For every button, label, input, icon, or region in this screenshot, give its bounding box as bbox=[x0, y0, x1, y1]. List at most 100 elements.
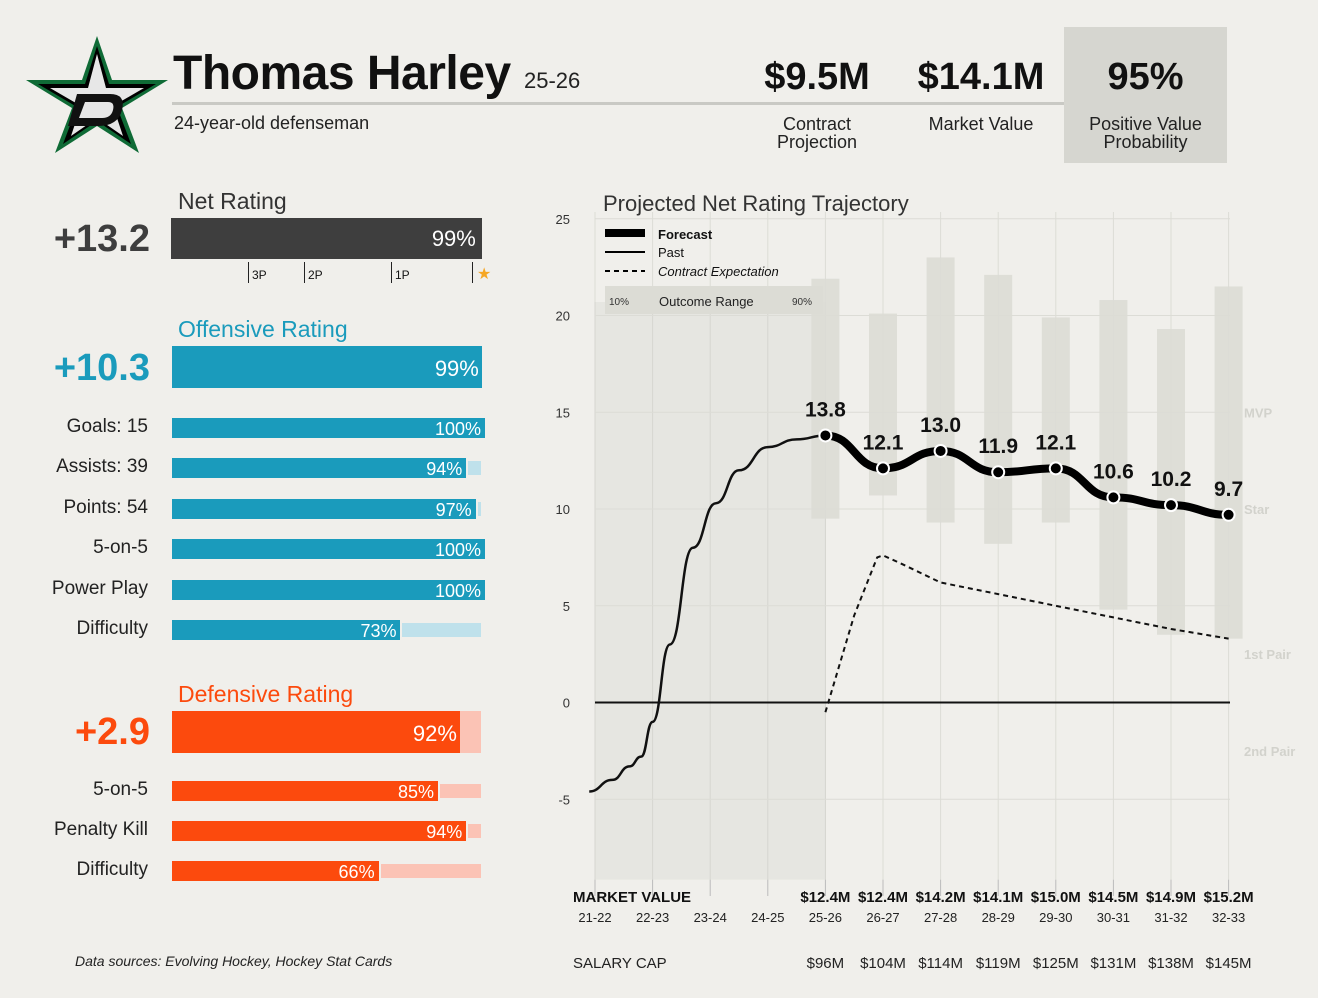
forecast-point bbox=[1221, 507, 1236, 522]
tier-label: 2nd Pair bbox=[1244, 744, 1295, 759]
forecast-data-label: 12.1 bbox=[863, 431, 904, 454]
forecast-point bbox=[1048, 461, 1063, 476]
legend-forecast-label: Forecast bbox=[658, 227, 713, 242]
season-label: 25-26 bbox=[524, 68, 581, 93]
x-tick-label: 22-23 bbox=[636, 910, 669, 925]
contract-projection-label: Contract Projection bbox=[776, 114, 858, 152]
outcome-range-bar bbox=[984, 274, 1013, 544]
defensive-row-label: 5-on-5 bbox=[93, 779, 148, 800]
header-divider bbox=[172, 102, 1065, 105]
net-rating-percentile: 99% bbox=[431, 226, 476, 251]
offensive-rating-value: +10.3 bbox=[53, 347, 150, 389]
forecast-point bbox=[1164, 498, 1178, 513]
team-logo bbox=[22, 32, 172, 158]
salary-cap-label: $138M bbox=[1148, 955, 1194, 972]
outcome-range-bar bbox=[926, 257, 955, 523]
defensive-row-percentile: 66% bbox=[338, 862, 375, 882]
x-tick-label: 21-22 bbox=[578, 910, 611, 925]
player-description: 24-year-old defenseman bbox=[174, 113, 370, 133]
salary-cap-label: $114M bbox=[918, 955, 963, 972]
tier-label-3p: 3P bbox=[252, 268, 267, 282]
outcome-range-bar bbox=[1157, 329, 1185, 635]
salary-cap-label: $145M bbox=[1206, 955, 1252, 972]
offensive-row-percentile: 100% bbox=[434, 580, 481, 601]
tier-label: Star bbox=[1244, 502, 1269, 517]
defensive-row-track bbox=[440, 784, 481, 798]
offensive-row-fill bbox=[172, 458, 467, 479]
x-tick-label: 25-26 bbox=[809, 910, 842, 925]
market-value-value: $14.1M bbox=[917, 56, 1045, 98]
positive-value-probability-value: 95% bbox=[1107, 56, 1184, 98]
x-tick-label: 29-30 bbox=[1039, 910, 1072, 925]
defensive-row-label: Penalty Kill bbox=[54, 819, 148, 840]
market-value-label: Market Value bbox=[928, 114, 1034, 134]
forecast-point bbox=[1106, 490, 1121, 505]
y-tick-label: 25 bbox=[556, 212, 570, 227]
offensive-row-label: Difficulty bbox=[76, 618, 148, 639]
net-rating-bar: 99% bbox=[171, 218, 485, 259]
market-value-label: $14.2M bbox=[916, 889, 966, 906]
net-rating-title: Net Rating bbox=[178, 188, 287, 214]
x-tick-label: 26-27 bbox=[866, 910, 899, 925]
data-sources: Data sources: Evolving Hockey, Hockey St… bbox=[75, 953, 393, 969]
legend-range-swatch bbox=[605, 286, 823, 314]
forecast-point bbox=[818, 428, 833, 443]
salary-cap-label: $119M bbox=[976, 955, 1021, 972]
x-tick-label: 31-32 bbox=[1154, 910, 1187, 925]
defensive-row-fill bbox=[172, 861, 379, 881]
defensive-rating-title: Defensive Rating bbox=[178, 681, 354, 707]
salary-cap-label: $125M bbox=[1033, 955, 1079, 972]
forecast-data-label: 12.1 bbox=[1035, 431, 1076, 454]
defensive-rating-bar: 92% bbox=[172, 711, 485, 753]
chart-title: Projected Net Rating Trajectory bbox=[603, 191, 909, 216]
y-tick-label: 5 bbox=[563, 599, 570, 614]
offensive-row-percentile: 100% bbox=[434, 540, 481, 561]
offensive-row-label: Goals: 15 bbox=[66, 416, 148, 437]
legend-forecast-swatch bbox=[605, 229, 645, 237]
x-tick-label: 27-28 bbox=[924, 910, 957, 925]
offensive-row-track bbox=[402, 623, 481, 637]
x-tick-label: 24-25 bbox=[751, 910, 784, 925]
salary-cap-label: $131M bbox=[1090, 955, 1136, 972]
outcome-range-bar bbox=[811, 278, 840, 519]
positive-value-probability-label: Positive Value Probability bbox=[1089, 114, 1202, 152]
market-value-label: $14.5M bbox=[1088, 889, 1138, 906]
defensive-row-percentile: 85% bbox=[398, 782, 435, 802]
outcome-range-bar bbox=[1041, 317, 1070, 523]
forecast-data-label: 11.9 bbox=[978, 435, 1018, 458]
market-value-label: $15.0M bbox=[1031, 889, 1081, 906]
legend-range-label: Outcome Range bbox=[659, 294, 754, 309]
offensive-row-percentile: 97% bbox=[435, 499, 472, 520]
forecast-data-label: 13.0 bbox=[920, 414, 961, 437]
defensive-rating-value: +2.9 bbox=[74, 711, 150, 753]
past-line bbox=[589, 434, 826, 793]
tier-tick-3p bbox=[248, 262, 249, 283]
x-tick-label: 28-29 bbox=[982, 910, 1015, 925]
net-rating-value: +13.2 bbox=[53, 218, 150, 260]
offensive-rating-bar-fill bbox=[172, 346, 482, 388]
defensive-rating-bar-fill bbox=[172, 711, 460, 753]
offensive-row-percentile: 100% bbox=[434, 419, 481, 439]
offensive-rating-percentile: 99% bbox=[434, 356, 479, 381]
x-tick-label: 23-24 bbox=[694, 910, 727, 925]
defensive-rating-percentile: 92% bbox=[412, 721, 457, 746]
market-value-label: $14.9M bbox=[1146, 889, 1196, 906]
outcome-range-bar bbox=[1214, 286, 1243, 639]
market-value-label: $15.2M bbox=[1204, 889, 1254, 906]
tier-label: MVP bbox=[1244, 405, 1273, 420]
x-tick-label: 30-31 bbox=[1097, 910, 1130, 925]
market-value-axis-label: MARKET VALUE bbox=[573, 889, 691, 906]
defensive-rating-bar-track bbox=[459, 711, 481, 753]
defensive-row-track bbox=[380, 864, 481, 878]
offensive-row-label: Assists: 39 bbox=[56, 456, 148, 478]
offensive-row-fill bbox=[172, 579, 485, 600]
offensive-row-fill bbox=[172, 418, 485, 438]
forecast-data-label: 13.8 bbox=[805, 398, 846, 421]
market-value-label: $12.4M bbox=[800, 889, 850, 906]
y-tick-label: 20 bbox=[556, 309, 570, 324]
offensive-row-label: Points: 54 bbox=[63, 496, 149, 518]
offensive-row-fill bbox=[172, 620, 401, 640]
y-tick-label: 15 bbox=[556, 405, 570, 420]
offensive-row-track bbox=[468, 461, 481, 476]
